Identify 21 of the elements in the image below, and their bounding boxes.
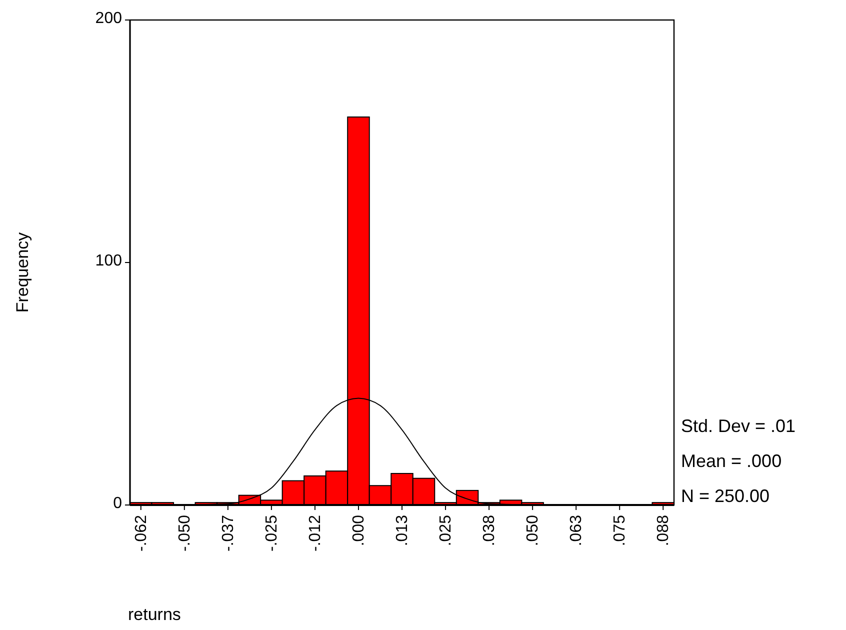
y-tick-label: 200 xyxy=(95,10,122,27)
x-tick-label: .075 xyxy=(612,514,629,546)
x-tick-label: .000 xyxy=(350,514,368,546)
x-tick-label: .038 xyxy=(481,514,498,546)
x-tick-label: .013 xyxy=(394,514,411,546)
text: Std. Dev = .01 xyxy=(681,416,796,436)
x-tick-label: -.025 xyxy=(263,514,280,552)
text: Mean = .000 xyxy=(681,451,782,471)
text: N = 250.00 xyxy=(681,486,770,506)
x-tick-label: .063 xyxy=(568,514,586,546)
x-tick-label: -.012 xyxy=(306,514,324,552)
x-tick-label: .050 xyxy=(524,514,542,546)
x-tick-label: -.037 xyxy=(220,514,237,552)
y-tick-label: 100 xyxy=(95,252,122,270)
y-tick-label: 0 xyxy=(113,495,122,512)
y-axis-title: Frequency xyxy=(13,232,32,313)
x-tick-label: -.062 xyxy=(132,514,150,552)
x-axis-title: returns xyxy=(128,605,181,624)
x-tick-label: .088 xyxy=(655,514,672,546)
x-tick-label: .025 xyxy=(438,514,455,546)
x-tick-label: -.050 xyxy=(176,514,194,552)
